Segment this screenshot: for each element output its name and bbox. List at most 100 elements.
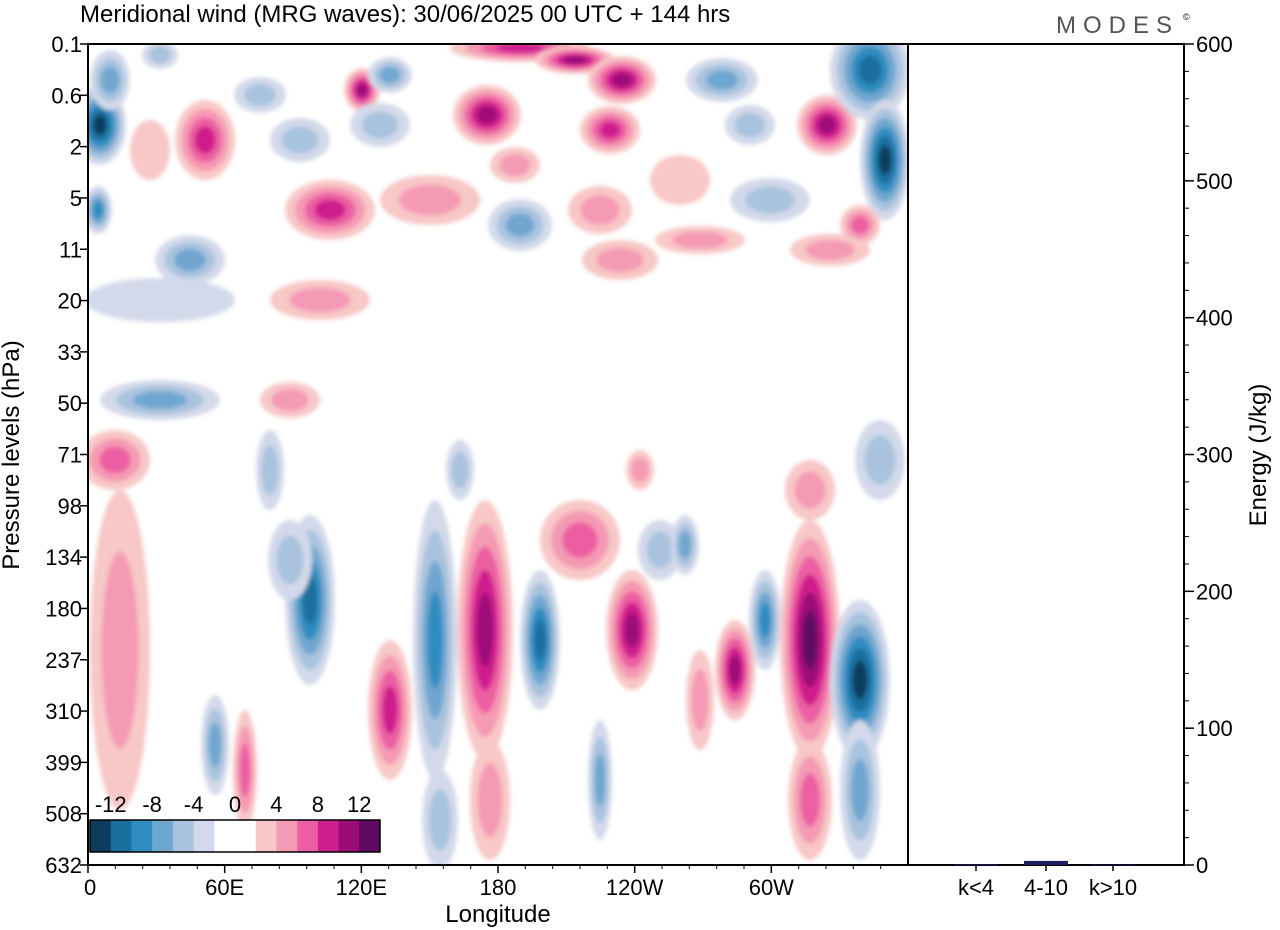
negative-wind-contour	[428, 789, 452, 851]
positive-wind-contour	[130, 120, 170, 180]
colorbar-swatch	[338, 820, 360, 852]
colorbar-swatch	[297, 820, 319, 852]
brand-registered-mark: ©	[1183, 12, 1190, 22]
pressure-tick-label: 2	[70, 135, 82, 160]
positive-wind-contour	[399, 184, 461, 216]
energy-bar	[1024, 860, 1068, 865]
positive-wind-contour	[650, 155, 710, 205]
negative-wind-contour	[93, 115, 107, 135]
positive-wind-contour	[596, 247, 644, 273]
negative-wind-contour	[734, 112, 766, 138]
positive-wind-contour	[818, 116, 836, 134]
positive-wind-contour	[580, 195, 620, 225]
energy-tick-label: 200	[1196, 579, 1233, 604]
positive-wind-contour	[477, 763, 503, 837]
positive-wind-contour	[356, 83, 368, 97]
colorbar-swatch	[193, 820, 215, 852]
pressure-ticks	[80, 43, 88, 866]
energy-category-label: 4-10	[1024, 875, 1068, 900]
x-axis-label: Longitude	[445, 901, 550, 928]
positive-wind-contour	[802, 610, 818, 670]
positive-wind-contour	[271, 388, 309, 412]
negative-wind-contour	[759, 602, 771, 638]
negative-wind-contour	[864, 435, 896, 485]
energy-tick-label: 400	[1196, 306, 1233, 331]
positive-wind-contour	[851, 216, 869, 234]
positive-wind-contour	[691, 669, 709, 731]
negative-wind-contour	[505, 213, 535, 237]
colorbar-swatch	[255, 820, 277, 852]
pressure-tick-label: 98	[58, 494, 82, 519]
pressure-tick-label: 180	[45, 596, 82, 621]
pressure-tick-label: 0.6	[51, 83, 82, 108]
colorbar-swatch	[152, 820, 174, 852]
energy-tick-label: 100	[1196, 716, 1233, 741]
colorbar-swatch	[131, 820, 153, 852]
colorbar-label: 8	[312, 792, 324, 817]
colorbar-swatch	[235, 820, 257, 852]
negative-wind-contour	[244, 83, 276, 107]
negative-wind-contour	[745, 186, 795, 214]
pressure-tick-label: 399	[45, 750, 82, 775]
positive-wind-contour	[101, 551, 139, 749]
positive-wind-contour	[612, 73, 632, 87]
colorbar-frame	[89, 819, 381, 853]
pressure-tick-labels: 0.1 0.6 2 5 11 20 33 50 71 98 134 180 237 310 399 508 63…	[45, 32, 82, 878]
positive-wind-contour	[599, 121, 621, 139]
positive-wind-contour	[631, 457, 649, 483]
energy-bars: k<4 4-10 k>10	[954, 860, 1137, 900]
colorbar-swatch	[214, 820, 236, 852]
positive-wind-contour	[239, 743, 251, 797]
negative-wind-contour	[133, 391, 187, 409]
colorbar-label: 0	[229, 792, 241, 817]
positive-wind-contour	[495, 44, 545, 53]
positive-wind-contour	[314, 199, 346, 221]
brand-logo: MODES	[1056, 12, 1179, 39]
positive-wind-contour	[477, 106, 497, 124]
negative-wind-contour	[594, 753, 606, 807]
negative-wind-contour	[451, 451, 469, 489]
pressure-tick-label: 508	[45, 802, 82, 827]
y-axis-label: Pressure levels (hPa)	[0, 340, 25, 569]
pressure-tick-label: 50	[58, 391, 82, 416]
pressure-tick-label: 134	[45, 545, 82, 570]
pressure-tick-label: 20	[58, 289, 82, 314]
positive-wind-contour	[805, 240, 855, 260]
positive-wind-contour	[794, 471, 826, 509]
negative-wind-contour	[276, 535, 304, 585]
colorbar-swatch	[276, 820, 298, 852]
negative-wind-contour	[148, 46, 172, 64]
negative-wind-contour	[851, 758, 869, 822]
negative-wind-contour	[88, 278, 235, 322]
positive-wind-contour	[563, 56, 587, 64]
negative-wind-contour	[427, 591, 443, 689]
colorbar-label: -4	[184, 792, 204, 817]
negative-wind-contour	[878, 145, 892, 175]
positive-wind-contour	[99, 446, 131, 474]
energy-category-label: k>10	[1089, 875, 1137, 900]
positive-wind-contour	[624, 612, 640, 648]
colorbar-swatch	[359, 820, 381, 852]
pressure-tick-label: 632	[45, 853, 82, 878]
positive-wind-contour	[194, 126, 216, 154]
negative-wind-contour	[380, 67, 400, 83]
chart-title: Meridional wind (MRG waves): 30/06/2025 …	[80, 1, 730, 28]
energy-tick-label: 0	[1196, 853, 1208, 878]
colorbar-label: -8	[142, 792, 162, 817]
negative-wind-contour	[858, 55, 882, 85]
pressure-tick-label: 0.1	[51, 32, 82, 57]
pressure-tick-label: 11	[59, 237, 82, 262]
negative-wind-contour	[174, 248, 206, 272]
pressure-tick-label: 310	[45, 699, 82, 724]
negative-wind-contour	[208, 722, 222, 768]
energy-category-label: k<4	[958, 875, 994, 900]
positive-wind-contour	[800, 773, 820, 827]
negative-wind-contour	[261, 445, 279, 495]
positive-wind-contour	[562, 522, 598, 558]
longitude-ticks: 0 60E 120E 180 120W 60W	[84, 865, 882, 900]
colorbar: -12 -8 -4 0 4 8 12	[89, 792, 381, 853]
negative-wind-contour	[678, 531, 692, 559]
energy-tick-label: 300	[1196, 443, 1233, 468]
positive-wind-contour	[729, 655, 741, 685]
positive-wind-contour	[382, 685, 398, 735]
